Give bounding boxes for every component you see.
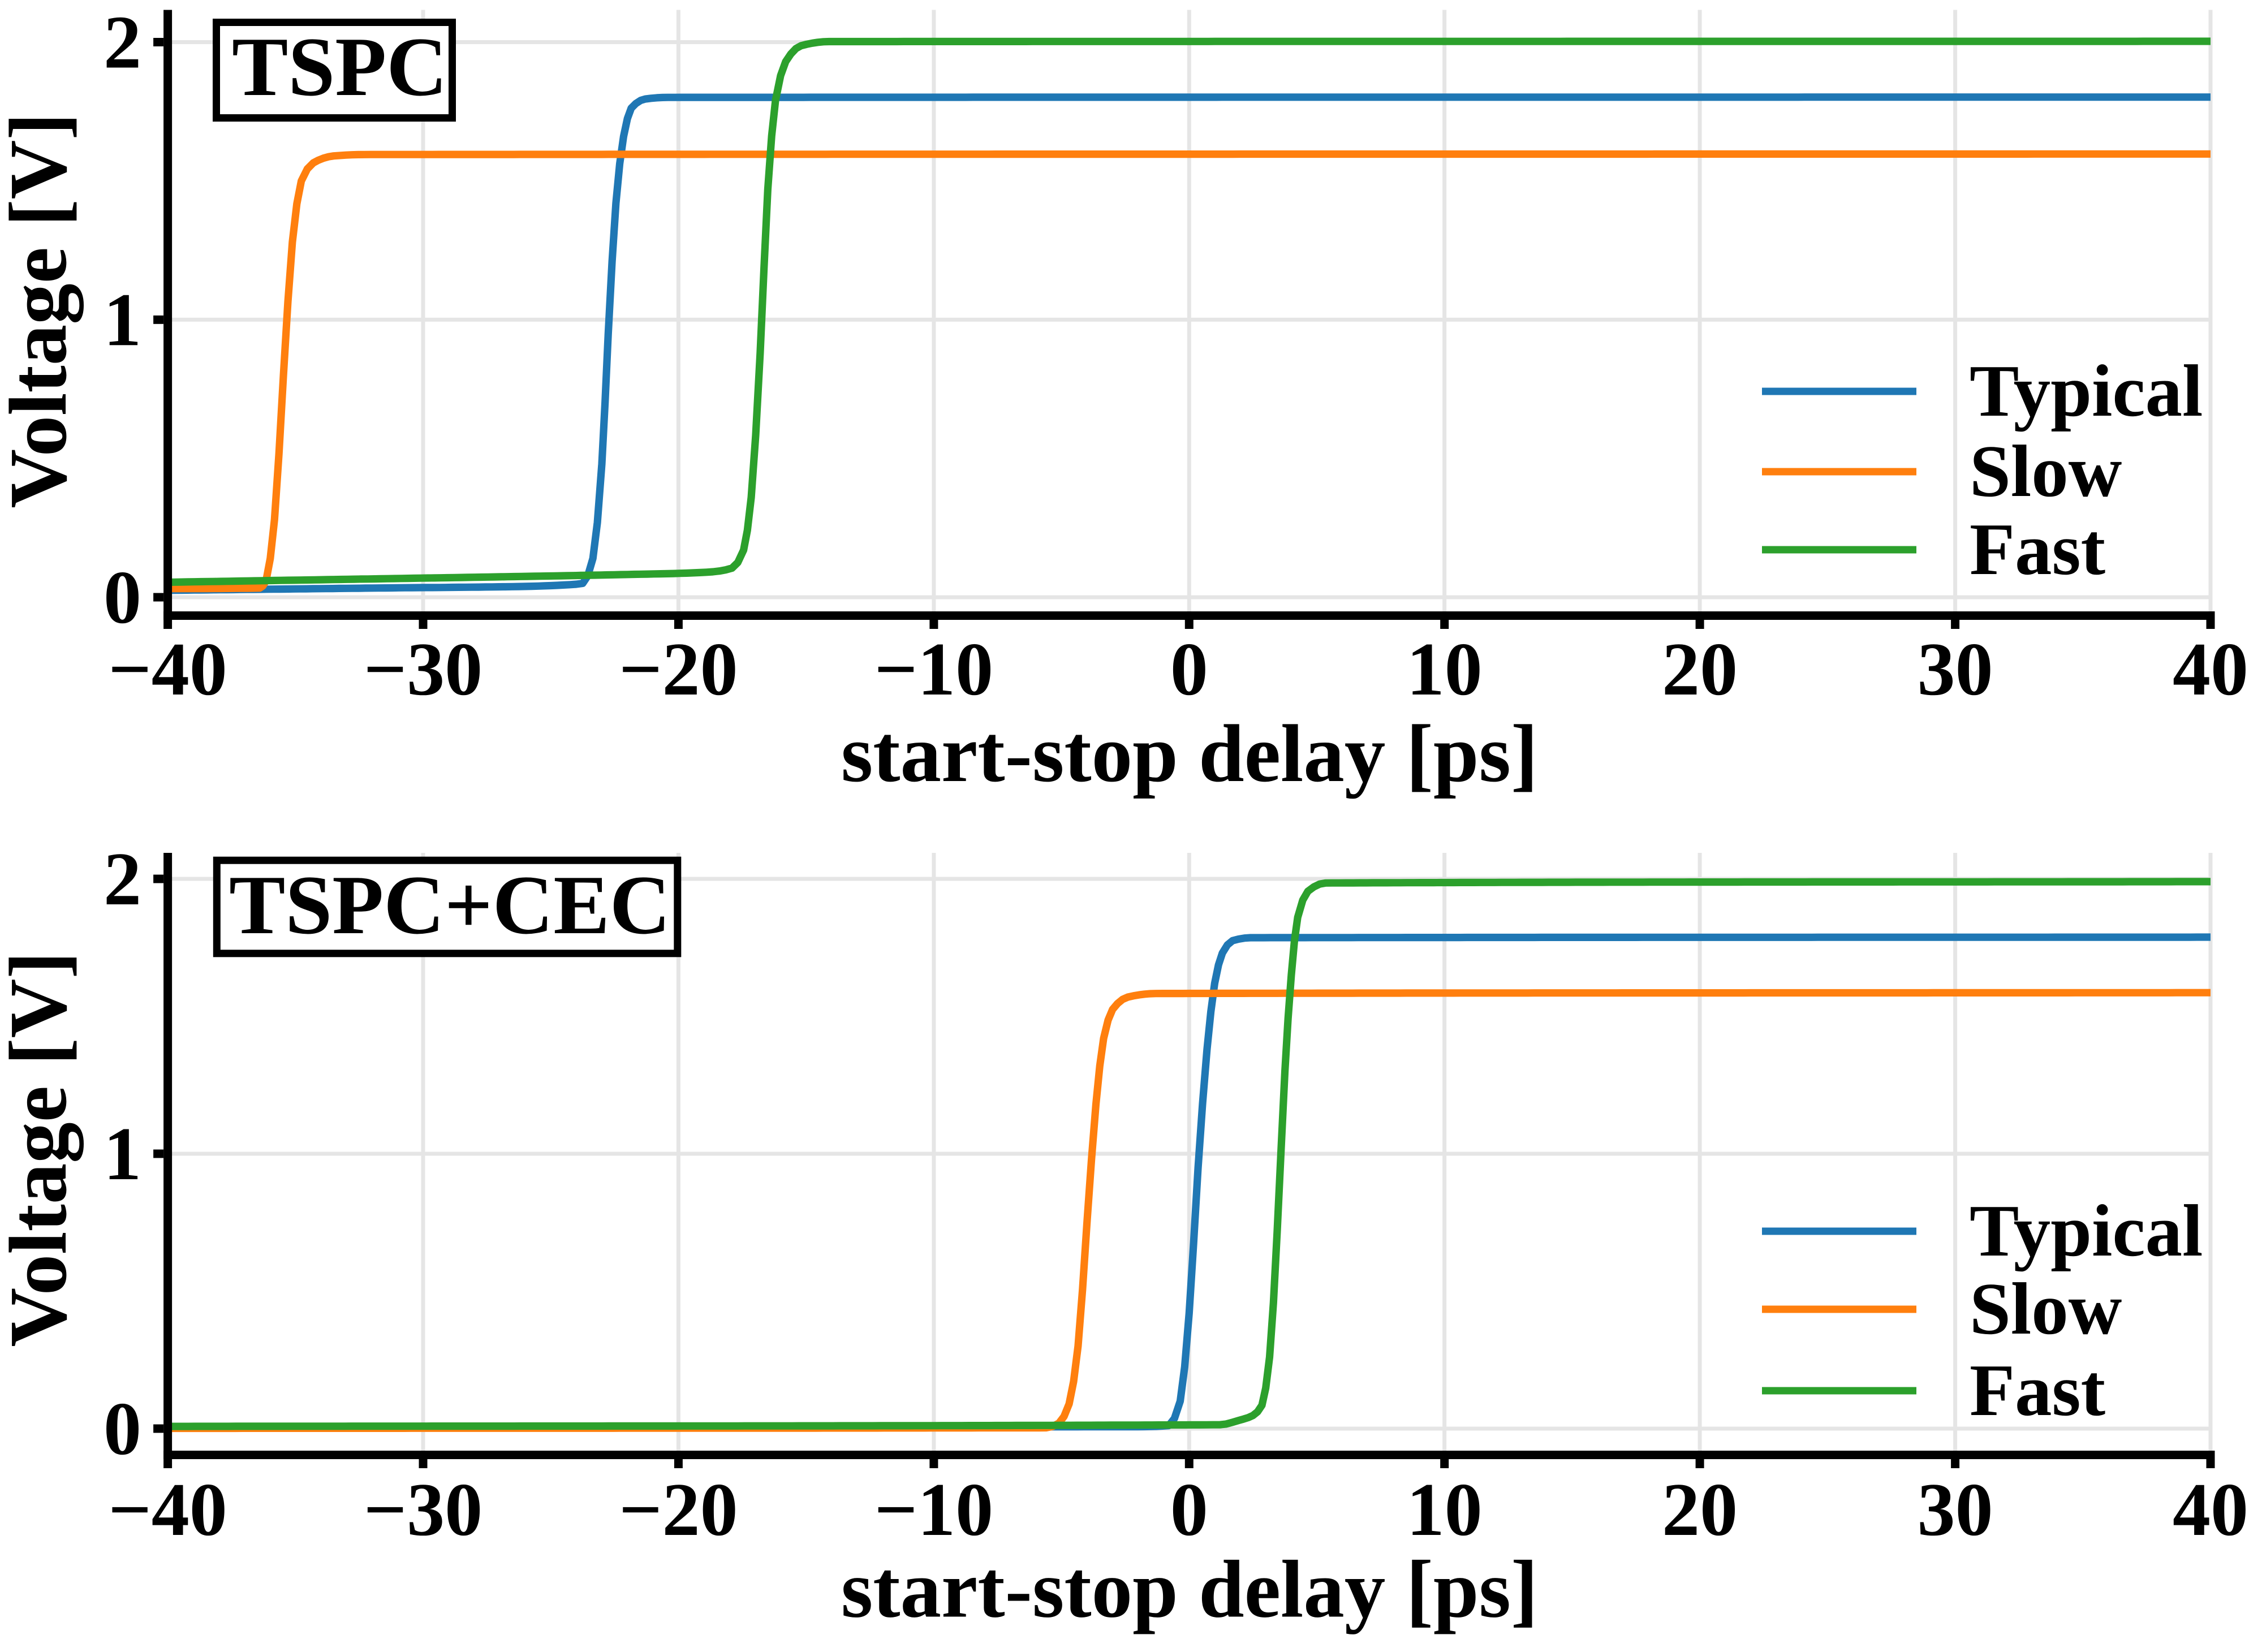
svg-text:TSPC: TSPC (232, 20, 447, 114)
svg-text:Slow: Slow (1970, 1268, 2122, 1350)
svg-text:Voltage [V]: Voltage [V] (0, 951, 84, 1347)
svg-text:Fast: Fast (1970, 1349, 2106, 1431)
svg-text:0: 0 (104, 1387, 141, 1470)
svg-text:40: 40 (2173, 1468, 2248, 1551)
svg-text:2: 2 (104, 1, 141, 84)
svg-text:−30: −30 (364, 1468, 482, 1551)
svg-text:20: 20 (1662, 1468, 1738, 1551)
svg-text:−20: −20 (619, 627, 738, 711)
svg-text:Typical: Typical (1970, 350, 2203, 432)
svg-text:0: 0 (104, 555, 141, 639)
svg-text:Voltage [V]: Voltage [V] (0, 113, 84, 508)
svg-text:Fast: Fast (1970, 508, 2106, 590)
svg-text:−10: −10 (874, 627, 993, 711)
svg-text:Slow: Slow (1970, 430, 2122, 512)
svg-text:20: 20 (1662, 627, 1738, 711)
svg-text:10: 10 (1407, 1468, 1483, 1551)
svg-text:10: 10 (1407, 627, 1483, 711)
svg-text:−40: −40 (108, 627, 227, 711)
svg-text:−10: −10 (874, 1468, 993, 1551)
svg-text:30: 30 (1918, 627, 1993, 711)
svg-text:−30: −30 (364, 627, 482, 711)
svg-text:2: 2 (104, 837, 141, 921)
svg-text:30: 30 (1918, 1468, 1993, 1551)
svg-text:1: 1 (104, 278, 141, 361)
svg-text:40: 40 (2173, 627, 2248, 711)
svg-text:1: 1 (104, 1112, 141, 1196)
svg-text:0: 0 (1170, 1468, 1208, 1551)
svg-text:start-stop delay [ps]: start-stop delay [ps] (841, 1545, 1538, 1635)
svg-text:0: 0 (1170, 627, 1208, 711)
svg-text:Typical: Typical (1970, 1190, 2203, 1272)
svg-text:−40: −40 (108, 1468, 227, 1551)
svg-text:start-stop delay [ps]: start-stop delay [ps] (841, 709, 1538, 799)
svg-text:TSPC+CEC: TSPC+CEC (229, 859, 670, 952)
svg-text:−20: −20 (619, 1468, 738, 1551)
